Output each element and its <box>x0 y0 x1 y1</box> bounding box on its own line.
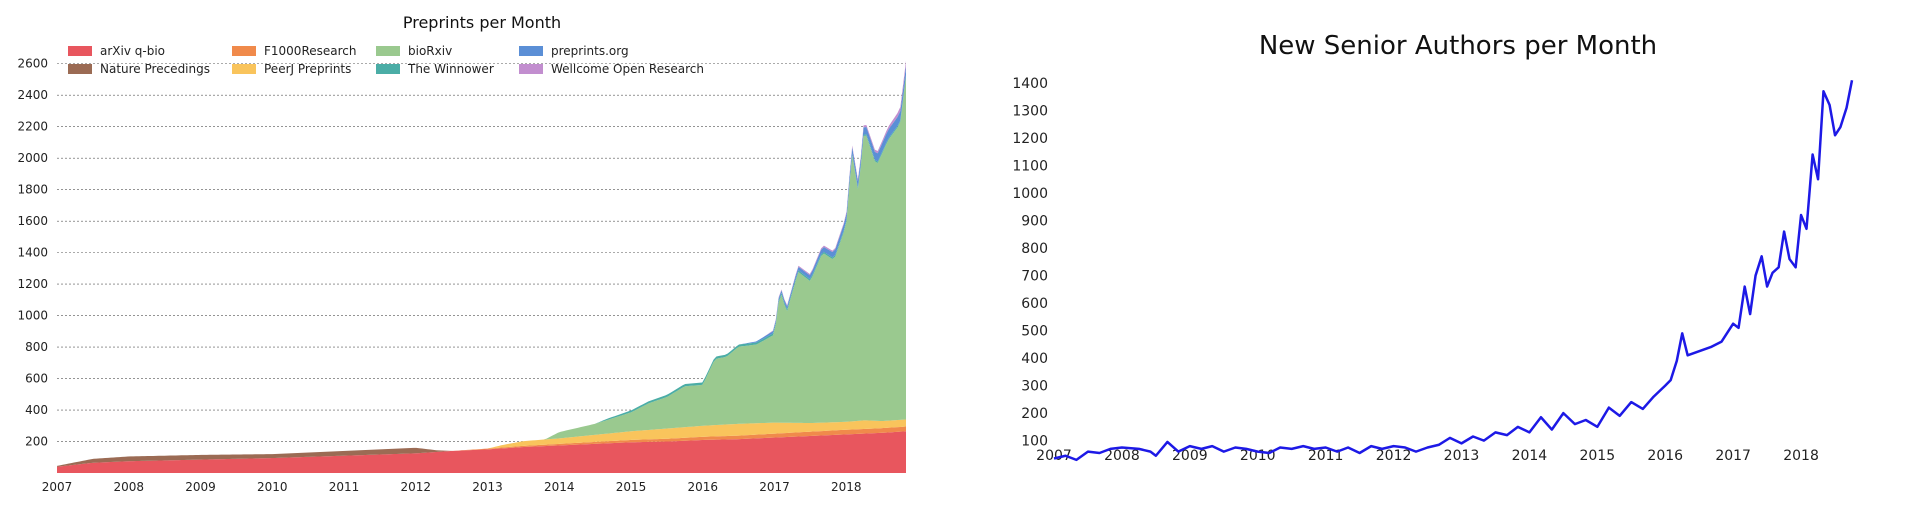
legend-label: arXiv q-bio <box>100 44 165 58</box>
legend-label: F1000Research <box>264 44 356 58</box>
y-tick-label: 1000 <box>1012 186 1048 202</box>
x-tick-label: 2007 <box>1036 448 1072 464</box>
y-tick-label: 100 <box>1021 434 1048 450</box>
x-tick-label: 2014 <box>544 480 575 494</box>
legend-swatch <box>232 64 256 74</box>
x-tick-label: 2015 <box>616 480 647 494</box>
y-tick-label: 400 <box>1021 351 1048 367</box>
y-tick-label: 800 <box>1021 241 1048 257</box>
y-tick-label: 1300 <box>1012 104 1048 120</box>
x-tick-label: 2008 <box>1104 448 1140 464</box>
y-tick-label: 1200 <box>1012 131 1048 147</box>
x-tick-label: 2018 <box>1783 448 1819 464</box>
x-tick-label: 2015 <box>1579 448 1615 464</box>
x-tick-label: 2017 <box>759 480 790 494</box>
y-tick-label: 600 <box>1021 296 1048 312</box>
x-tick-label: 2013 <box>472 480 503 494</box>
x-tick-label: 2011 <box>329 480 360 494</box>
y-tick-label: 300 <box>1021 379 1048 395</box>
area-series-3 <box>57 419 906 466</box>
legend-swatch <box>519 64 543 74</box>
area-series-1 <box>57 431 906 467</box>
x-axis-ticks: 2007 2008 2009 2010 2011 2012 2013 2014 2015 2016… <box>1036 448 1819 464</box>
chart-title: Preprints per Month <box>403 13 561 32</box>
y-tick-label: 2200 <box>17 120 48 134</box>
legend-label: PeerJ Preprints <box>264 62 351 76</box>
y-tick-label: 800 <box>25 340 48 354</box>
legend-label: The Winnower <box>407 62 494 76</box>
x-tick-label: 2016 <box>1647 448 1683 464</box>
area-series-0 <box>57 431 906 473</box>
preprints-chart: Preprints per Month 200 400 600 800 1000 1200… <box>17 13 906 494</box>
y-tick-label: 2000 <box>17 151 48 165</box>
y-tick-label: 2600 <box>17 57 48 71</box>
y-tick-label: 200 <box>1021 406 1048 422</box>
y-tick-label: 900 <box>1021 214 1048 230</box>
chart-title: New Senior Authors per Month <box>1259 31 1657 61</box>
series-line-0 <box>1053 80 1854 462</box>
legend: arXiv q-bio F1000Research bioRxiv preprints… <box>68 44 704 76</box>
legend-swatch <box>232 46 256 56</box>
area-series-4 <box>57 76 906 466</box>
x-tick-label: 2013 <box>1444 448 1480 464</box>
x-tick-label: 2008 <box>113 480 144 494</box>
y-tick-label: 1800 <box>17 183 48 197</box>
legend-label: preprints.org <box>551 44 629 58</box>
x-tick-label: 2009 <box>1172 448 1208 464</box>
y-tick-label: 1200 <box>17 277 48 291</box>
x-tick-label: 2017 <box>1715 448 1751 464</box>
senior-authors-chart: New Senior Authors per Month 100 200 300 40… <box>1012 31 1854 464</box>
legend-label: bioRxiv <box>408 44 452 58</box>
x-tick-label: 2009 <box>185 480 216 494</box>
x-tick-label: 2014 <box>1512 448 1548 464</box>
gridlines <box>57 63 906 442</box>
x-tick-label: 2012 <box>1376 448 1412 464</box>
y-tick-label: 1400 <box>1012 76 1048 92</box>
stacked-areas <box>57 60 906 473</box>
y-tick-label: 400 <box>25 403 48 417</box>
legend-swatch <box>376 46 400 56</box>
x-tick-label: 2010 <box>257 480 288 494</box>
y-axis-ticks: 200 400 600 800 1000 1200 1400 1600 1800 2000 2200… <box>17 57 48 449</box>
y-tick-label: 1000 <box>17 309 48 323</box>
y-tick-label: 200 <box>25 435 48 449</box>
x-tick-label: 2016 <box>687 480 718 494</box>
series-line <box>1053 80 1854 462</box>
y-tick-label: 700 <box>1021 269 1048 285</box>
y-axis-ticks: 100 200 300 400 500 600 700 800 900 1000 1100 1200 1… <box>1012 76 1048 450</box>
y-tick-label: 600 <box>25 372 48 386</box>
legend-swatch <box>68 64 92 74</box>
x-axis-ticks: 2007 2008 2009 2010 2011 2012 2013 2014 2015 2016… <box>42 480 862 494</box>
legend-swatch <box>519 46 543 56</box>
legend-label: Nature Precedings <box>100 62 210 76</box>
legend-label: Wellcome Open Research <box>551 62 704 76</box>
y-tick-label: 500 <box>1021 324 1048 340</box>
y-tick-label: 1600 <box>17 214 48 228</box>
y-tick-label: 2400 <box>17 88 48 102</box>
x-tick-label: 2012 <box>400 480 431 494</box>
x-tick-label: 2018 <box>831 480 862 494</box>
y-tick-label: 1400 <box>17 246 48 260</box>
y-tick-label: 1100 <box>1012 159 1048 175</box>
legend-swatch <box>376 64 400 74</box>
legend-swatch <box>68 46 92 56</box>
x-tick-label: 2007 <box>42 480 73 494</box>
